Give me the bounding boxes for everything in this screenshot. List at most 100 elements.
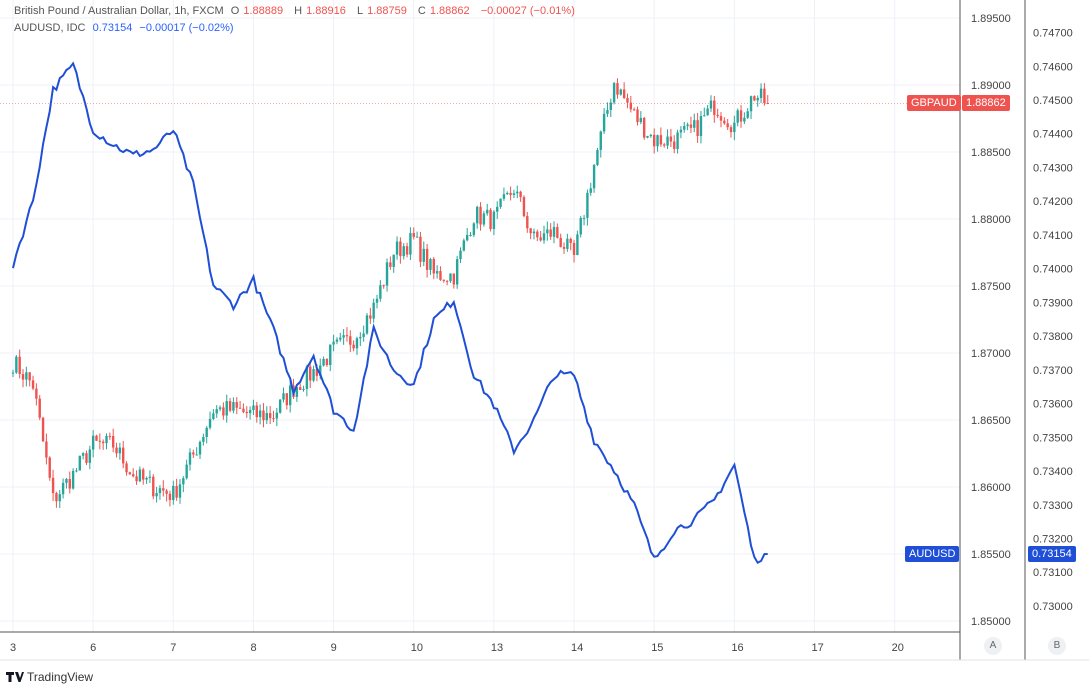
candle-body — [746, 111, 749, 118]
candle-body — [258, 410, 262, 418]
candle-body — [205, 427, 208, 437]
candle-body — [235, 402, 238, 408]
candle-body — [452, 273, 456, 285]
candle-body — [476, 206, 479, 224]
right-axis-tick-label: 0.74100 — [1033, 230, 1073, 242]
candle-body — [522, 197, 526, 217]
audusd-price-tag: 0.73154 — [1028, 546, 1076, 562]
candle-body — [132, 474, 135, 477]
candle-body — [455, 259, 459, 285]
candle-body — [345, 335, 349, 337]
candle-body — [663, 144, 666, 146]
candle-body — [248, 410, 252, 414]
candle-body — [55, 493, 58, 502]
candle-body — [676, 132, 679, 150]
candle-body — [35, 388, 38, 399]
x-tick-label: 15 — [651, 642, 663, 654]
x-tick-label: 9 — [331, 642, 337, 654]
second-series-legend: AUDUSD, IDC 0.73154 −0.00017 (−0.02%) — [14, 22, 238, 34]
low-label: L — [356, 5, 364, 17]
candle-body — [659, 135, 663, 145]
candle-body — [392, 254, 395, 267]
x-tick-label: 8 — [250, 642, 256, 654]
candle-body — [238, 407, 242, 409]
candle-body — [536, 231, 539, 238]
right-axis-tick-label: 0.73000 — [1033, 601, 1073, 613]
candle-body — [586, 192, 589, 218]
candle-body — [486, 209, 489, 214]
x-tick-label: 13 — [491, 642, 503, 654]
candle-body — [362, 333, 365, 337]
candle-body — [606, 109, 609, 114]
low-value: 1.88759 — [367, 5, 407, 17]
candle-body — [529, 228, 532, 234]
candle-body — [596, 149, 599, 166]
candle-body — [589, 188, 592, 193]
candle-body — [429, 258, 432, 270]
candle-body — [275, 412, 279, 419]
candle-body — [649, 134, 653, 136]
scale-b-button[interactable]: B — [1048, 637, 1066, 655]
candle-body — [175, 486, 178, 498]
candle-body — [138, 469, 142, 482]
candle-body — [41, 417, 45, 442]
candle-body — [639, 117, 643, 123]
candle-body — [108, 435, 112, 437]
candle-body — [228, 401, 232, 411]
scale-a-button[interactable]: A — [984, 637, 1002, 655]
candle-body — [713, 100, 716, 115]
candle-body — [579, 217, 582, 235]
candle-body — [18, 356, 21, 375]
gbpaud-price-tag: 1.88862 — [962, 95, 1010, 111]
candle-body — [592, 165, 596, 189]
candle-body — [646, 135, 649, 138]
candle-body — [165, 490, 168, 494]
candle-body — [709, 100, 713, 109]
candle-body — [409, 233, 412, 255]
tradingview-logo[interactable]: TradingView — [6, 670, 93, 684]
candle-body — [349, 336, 352, 345]
candle-body — [88, 449, 92, 463]
candle-body — [539, 237, 542, 241]
candle-body — [616, 83, 619, 95]
candle-body — [105, 435, 108, 444]
open-value: 1.88889 — [243, 5, 284, 17]
candle-body — [465, 234, 469, 241]
candle-body — [569, 238, 572, 243]
right-axis-tick-label: 0.73200 — [1033, 533, 1073, 545]
candle-body — [78, 455, 81, 471]
right-axis-tick-label: 0.74000 — [1033, 264, 1073, 276]
chart-canvas[interactable]: 3 6 7 8 9 10 13 14 15 16 17 20 1.89500 1.89000 1.88500… — [0, 0, 1089, 665]
candle-body — [399, 241, 402, 257]
candle-body — [245, 412, 248, 414]
x-tick-label: 14 — [571, 642, 583, 654]
candle-body — [723, 120, 726, 124]
candle-body — [415, 236, 419, 238]
candle-body — [118, 447, 122, 454]
candle-body — [405, 246, 409, 255]
candle-body — [222, 407, 225, 416]
candle-body — [75, 470, 78, 472]
candle-body — [262, 410, 265, 421]
candle-body — [706, 108, 709, 116]
candle-body — [459, 250, 462, 260]
candle-body — [425, 248, 429, 270]
candle-body — [225, 401, 228, 416]
candle-body — [432, 258, 435, 274]
candle-body — [148, 476, 152, 478]
candle-body — [642, 117, 646, 138]
close-label: C — [417, 5, 426, 17]
candle-body — [81, 453, 85, 456]
candle-body — [15, 356, 18, 373]
candle-body — [305, 366, 309, 389]
candle-body — [389, 262, 392, 267]
candle-body — [128, 472, 132, 475]
candle-body — [379, 285, 382, 299]
left-axis-tick-label: 1.87000 — [971, 348, 1011, 360]
x-tick-label: 6 — [90, 642, 96, 654]
candle-body — [178, 484, 182, 498]
candle-body — [295, 387, 299, 397]
candle-body — [152, 476, 155, 497]
candle-body — [756, 97, 759, 101]
high-label: H — [294, 5, 303, 17]
